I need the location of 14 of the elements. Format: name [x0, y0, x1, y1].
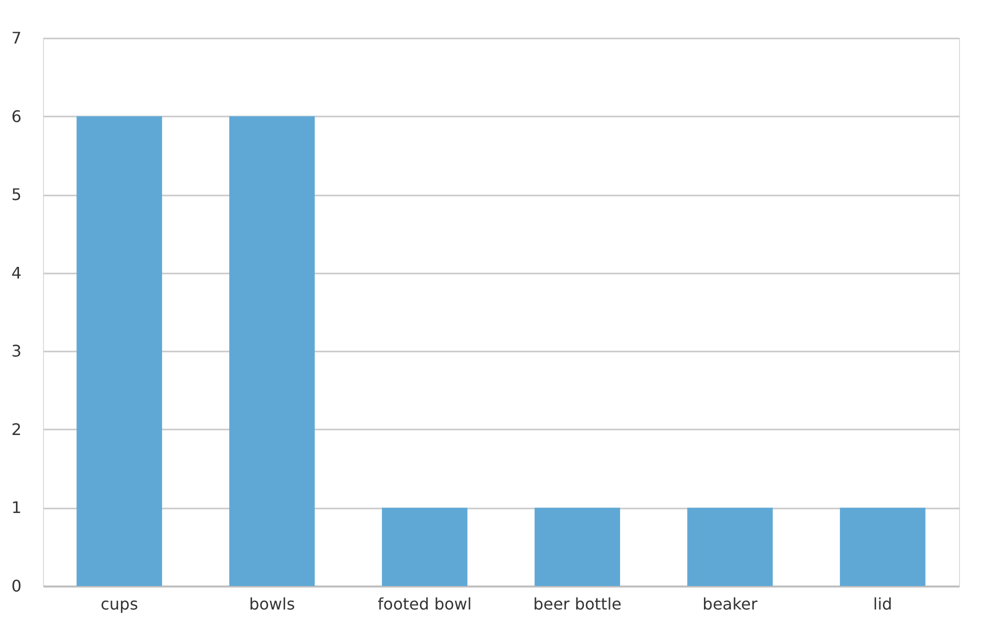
y-tick-label: 2 — [11, 420, 22, 439]
x-tick-label: beaker — [702, 594, 758, 614]
x-tick-label: bowls — [249, 594, 295, 614]
y-tick-label: 5 — [11, 185, 22, 204]
y-tick-label: 6 — [11, 106, 22, 126]
x-tick-label: lid — [873, 594, 892, 614]
y-tick-label: 7 — [11, 28, 22, 48]
y-tick-label: 4 — [11, 263, 22, 282]
x-tick-label: footed bowl — [378, 594, 472, 614]
x-tick-label: cups — [100, 594, 138, 614]
y-tick-label: 1 — [11, 498, 22, 518]
x-tick-label: beer bottle — [533, 594, 622, 614]
y-tick-label: 3 — [11, 342, 22, 361]
y-tick-label: 0 — [11, 576, 22, 596]
